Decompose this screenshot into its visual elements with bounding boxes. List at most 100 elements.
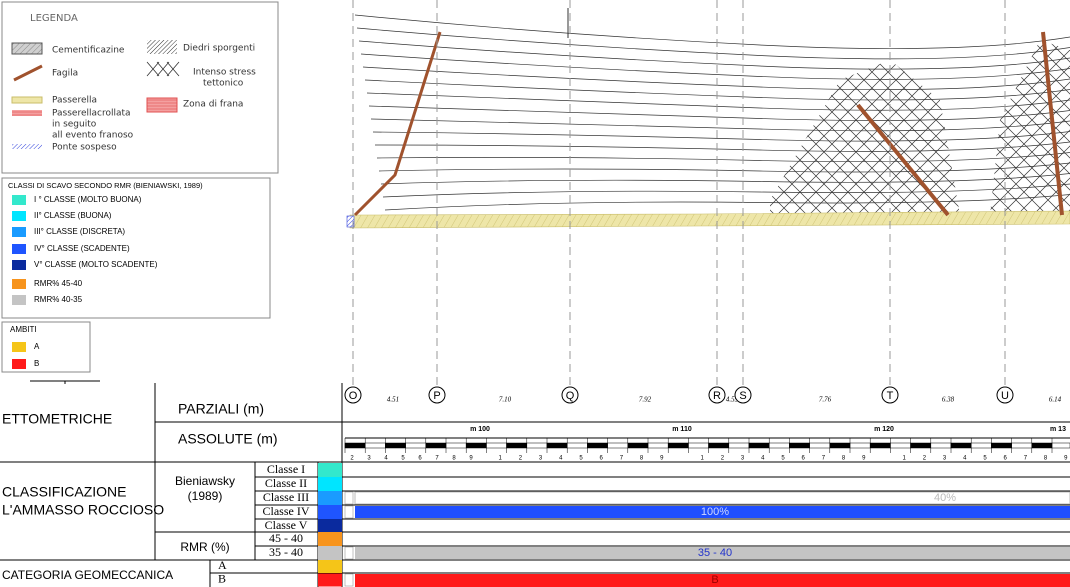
legend-label: in seguito — [52, 120, 97, 130]
ruler-block — [789, 442, 810, 449]
row-title: ETTOMETRICHE — [2, 411, 112, 427]
legend-box — [1, 1, 279, 174]
ruler-block — [546, 442, 568, 449]
ruler-digit: 5 — [983, 456, 987, 462]
station-circle — [708, 386, 726, 404]
ruler-block — [526, 442, 548, 449]
station-label: P — [433, 390, 440, 402]
legend-label: Cementificazine — [52, 46, 125, 56]
row-title: CATEGORIA GEOMECCANICA — [2, 568, 173, 582]
ruler-block — [566, 442, 588, 449]
category-swatch — [318, 560, 342, 573]
station-label: O — [349, 390, 358, 402]
bar-label: 100% — [701, 506, 729, 518]
ruler-block — [1011, 442, 1033, 449]
ruler-digit: 3 — [367, 456, 371, 462]
station-circle — [996, 386, 1014, 404]
partial-distance: 6.14 — [1049, 396, 1062, 404]
rock-line — [362, 66, 1070, 91]
bar-label: 40% — [934, 492, 956, 504]
rock-line — [380, 173, 1070, 185]
class-swatch — [318, 463, 342, 477]
partial-distance: 7.76 — [819, 396, 832, 404]
rock-line — [382, 183, 1070, 198]
legend-label: Passerella — [52, 96, 97, 106]
ruler-block — [708, 442, 730, 449]
ruler-digit: 5 — [781, 456, 785, 462]
ruler-block — [849, 442, 871, 449]
legend-title: LEGENDA — [30, 13, 78, 24]
station-label: U — [1001, 390, 1009, 402]
class-swatch — [318, 477, 342, 491]
ruler-block — [688, 442, 709, 449]
rock-line — [384, 194, 1070, 211]
ruler-block — [364, 442, 386, 449]
legend-label: Fagila — [52, 69, 78, 79]
legend-label: Intenso stress — [193, 68, 256, 78]
ruler-digit: 4 — [559, 456, 563, 462]
station-circle — [734, 386, 752, 404]
bar-label: B — [711, 574, 718, 586]
ruler-digit: 2 — [350, 456, 354, 462]
ruler-block — [445, 442, 467, 449]
ruler-digit: 6 — [1004, 456, 1008, 462]
ruler-block — [667, 442, 689, 449]
station-circle — [561, 386, 579, 404]
ruler-block — [405, 442, 427, 449]
fault — [1041, 31, 1064, 216]
legend-label: Zona di frana — [183, 100, 243, 110]
legend-icon — [147, 40, 177, 54]
rock-line — [370, 118, 1070, 132]
ruler-digit: 2 — [923, 456, 927, 462]
ruler-block — [748, 442, 770, 449]
ruler-block — [1051, 442, 1070, 449]
ruler-block — [910, 442, 932, 449]
rock-line — [356, 27, 1070, 60]
class-label: V° CLASSE (MOLTO SCADENTE) — [34, 260, 158, 269]
ruler-digit: 8 — [1044, 456, 1048, 462]
station-label: T — [887, 390, 894, 402]
fault — [856, 103, 950, 217]
rock-line — [366, 92, 1070, 111]
ruler-block — [930, 442, 952, 449]
class-label: III° CLASSE (DISCRETA) — [34, 227, 125, 236]
legend-label: Passerellacrollata — [52, 109, 131, 119]
class-swatch — [318, 519, 342, 533]
ruler-block — [728, 442, 750, 449]
fault — [353, 31, 442, 217]
ruler-digit: 1 — [903, 456, 907, 462]
ruler-digit: 6 — [418, 456, 422, 462]
ruler-digit: 1 — [499, 456, 503, 462]
ruler-digit: 5 — [579, 456, 583, 462]
class-swatch — [12, 195, 26, 205]
table: O 4.51 P 7.10 Q 7.92 R 4.55 S 7.76 T 6.38 U 6.14 ETTOM… — [0, 380, 1070, 587]
ruler-block — [809, 442, 831, 449]
legend-icon — [13, 64, 43, 82]
class-swatch — [12, 260, 26, 270]
ruler-digit: 1 — [701, 456, 705, 462]
stress-zone — [770, 60, 960, 215]
class-swatch — [318, 491, 342, 505]
class-row-label: Classe III — [263, 490, 309, 504]
category-swatch — [318, 573, 342, 587]
ambito-label: B — [34, 359, 39, 368]
ruler-block — [950, 442, 972, 449]
ruler-label: m 13 — [1050, 426, 1066, 433]
bridge — [346, 215, 355, 228]
legend-icon — [146, 97, 178, 113]
station-circle — [881, 386, 899, 404]
bar-start — [344, 546, 354, 560]
ruler-digit: 9 — [1064, 456, 1068, 462]
class-swatch — [12, 279, 26, 289]
ruler-block — [627, 442, 649, 449]
ruler-digit: 9 — [469, 456, 473, 462]
rock-line — [364, 79, 1070, 101]
class-swatch — [12, 244, 26, 254]
row-label: (1989) — [188, 489, 223, 503]
station-label: Q — [566, 390, 575, 402]
partial-distance: 6.38 — [942, 396, 955, 404]
bar-label: 35 - 40 — [698, 547, 732, 559]
partial-distance: 7.10 — [499, 396, 512, 404]
ruler-digit: 6 — [802, 456, 806, 462]
